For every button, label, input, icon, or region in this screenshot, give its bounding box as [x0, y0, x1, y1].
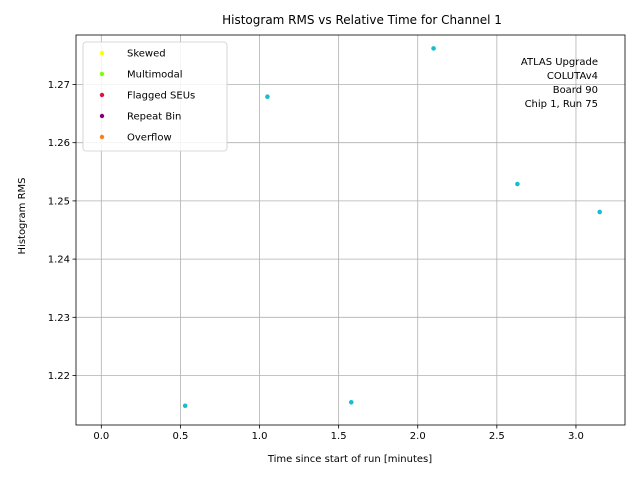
y-tick-label: 1.25	[48, 196, 70, 207]
legend-label: Multimodal	[127, 70, 183, 81]
x-tick-label: 0.5	[172, 431, 188, 442]
annotation-line: Chip 1, Run 75	[525, 99, 598, 110]
legend-marker	[99, 92, 105, 98]
annotation-line: ATLAS Upgrade	[521, 57, 598, 68]
plot-frame	[75, 34, 626, 426]
x-axis-ticks: 0.0 0.5 1.0 1.5 2.0 2.5 3.0	[93, 425, 584, 442]
x-tick-label: 2.0	[410, 431, 426, 442]
x-tick-label: 0.0	[93, 431, 109, 442]
legend-marker	[99, 50, 105, 56]
legend-label: Flagged SEUs	[127, 91, 195, 102]
legend-marker	[99, 113, 105, 119]
x-axis-title: Time since start of run [minutes]	[267, 454, 432, 465]
y-tick-label: 1.24	[48, 255, 70, 266]
y-tick-label: 1.22	[48, 371, 70, 382]
x-tick-label: 2.5	[489, 431, 505, 442]
x-tick-label: 1.5	[331, 431, 347, 442]
data-point	[431, 46, 436, 51]
y-tick-label: 1.23	[48, 313, 70, 324]
legend-marker	[99, 134, 105, 140]
legend-box	[82, 41, 228, 152]
y-axis-title: Histogram RMS	[17, 178, 28, 255]
x-tick-label: 1.0	[252, 431, 268, 442]
y-tick-label: 1.26	[48, 138, 70, 149]
annotation-line: Board 90	[553, 85, 598, 96]
data-points	[182, 46, 602, 409]
chart-title: Histogram RMS vs Relative Time for Chann…	[222, 13, 502, 27]
run-annotation: ATLAS Upgrade COLUTAv4 Board 90 Chip 1, Run…	[521, 57, 598, 110]
annotation-line: COLUTAv4	[547, 71, 598, 82]
data-point	[182, 403, 188, 409]
legend: Skewed Multimodal Flagged SEUs Repeat Bin Ov…	[82, 41, 228, 152]
data-point	[265, 94, 270, 100]
data-point	[597, 209, 602, 215]
legend-label: Repeat Bin	[127, 112, 181, 123]
y-tick-label: 1.27	[48, 80, 70, 91]
data-point	[348, 399, 354, 405]
legend-label: Skewed	[127, 49, 166, 60]
legend-marker	[99, 71, 105, 77]
x-tick-label: 3.0	[568, 431, 584, 442]
y-axis-ticks: 1.22 1.23 1.24 1.25 1.26 1.27	[48, 80, 76, 382]
data-point	[515, 181, 520, 187]
legend-label: Overflow	[127, 133, 172, 144]
